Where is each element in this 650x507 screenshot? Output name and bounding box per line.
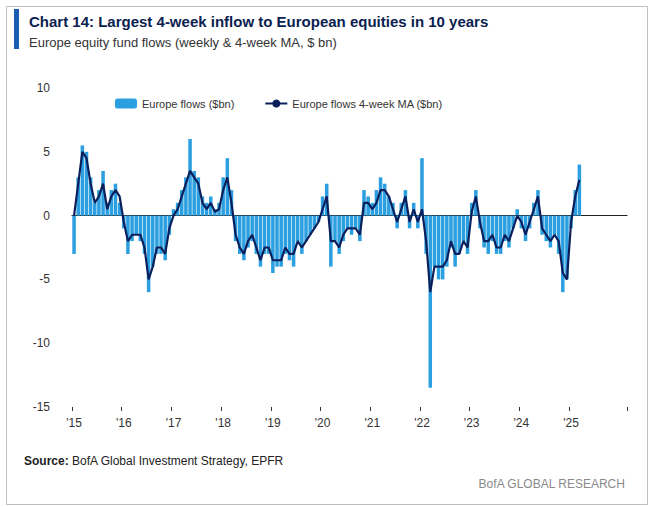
- svg-text:BofA GLOBAL RESEARCH: BofA GLOBAL RESEARCH: [479, 477, 625, 491]
- svg-text:'17: '17: [166, 416, 182, 430]
- svg-text:'18: '18: [215, 416, 231, 430]
- svg-text:-15: -15: [33, 400, 51, 414]
- svg-text:'16: '16: [116, 416, 132, 430]
- svg-text:-5: -5: [39, 272, 50, 286]
- svg-text:BofA Global Investment Strateg: BofA Global Investment Strategy, EPFR: [69, 454, 284, 468]
- svg-text:Europe flows ($bn): Europe flows ($bn): [142, 98, 234, 110]
- svg-text:'23: '23: [464, 416, 480, 430]
- svg-text:Europe equity fund flows (week: Europe equity fund flows (weekly & 4-wee…: [29, 35, 337, 50]
- svg-text:5: 5: [43, 145, 50, 159]
- svg-text:'21: '21: [364, 416, 380, 430]
- svg-text:'24: '24: [514, 416, 530, 430]
- svg-text:'25: '25: [563, 416, 579, 430]
- svg-text:Source:: Source:: [24, 454, 69, 468]
- svg-text:'22: '22: [414, 416, 430, 430]
- svg-text:Chart 14: Largest 4-week inflo: Chart 14: Largest 4-week inflow to Europ…: [29, 13, 488, 30]
- svg-text:'20: '20: [315, 416, 331, 430]
- svg-text:10: 10: [37, 81, 51, 95]
- svg-text:'19: '19: [265, 416, 281, 430]
- svg-text:0: 0: [43, 209, 50, 223]
- svg-text:'15: '15: [66, 416, 82, 430]
- svg-text:Europe flows 4-week MA ($bn): Europe flows 4-week MA ($bn): [292, 98, 442, 110]
- svg-text:-10: -10: [33, 336, 51, 350]
